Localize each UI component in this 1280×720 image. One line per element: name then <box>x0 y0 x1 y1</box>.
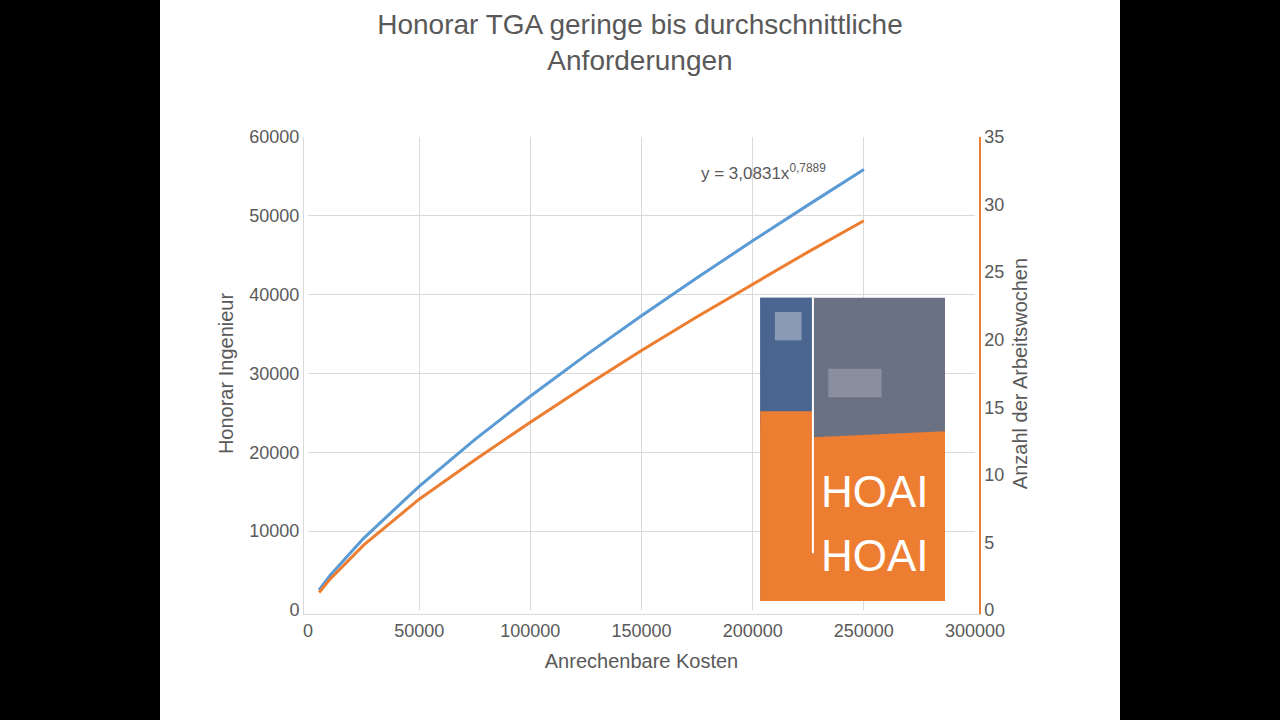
svg-text:300000: 300000 <box>945 621 1005 641</box>
svg-text:25: 25 <box>984 262 1004 282</box>
svg-text:y = 3,0831x​0,7889​: y = 3,0831x​0,7889​ <box>701 161 826 183</box>
svg-text:0: 0 <box>289 600 299 620</box>
svg-text:40000: 40000 <box>249 285 299 305</box>
svg-text:15: 15 <box>984 398 1004 418</box>
svg-text:10: 10 <box>984 465 1004 485</box>
svg-text:Honorar Ingenieur: Honorar Ingenieur <box>215 293 237 455</box>
svg-text:60000: 60000 <box>249 127 299 147</box>
svg-text:50000: 50000 <box>394 621 444 641</box>
svg-text:Anzahl der Arbeitswochen: Anzahl der Arbeitswochen <box>1009 258 1031 489</box>
svg-text:100000: 100000 <box>500 621 560 641</box>
svg-text:0: 0 <box>984 600 994 620</box>
svg-text:30: 30 <box>984 195 1004 215</box>
svg-text:20: 20 <box>984 330 1004 350</box>
svg-text:20000: 20000 <box>249 443 299 463</box>
svg-text:HOAI: HOAI <box>821 467 929 516</box>
svg-text:Anrechenbare Kosten: Anrechenbare Kosten <box>545 650 738 672</box>
svg-text:200000: 200000 <box>723 621 783 641</box>
svg-text:Honorar TGA geringe bis durchs: Honorar TGA geringe bis durchschnittlich… <box>377 9 903 76</box>
svg-text:250000: 250000 <box>834 621 894 641</box>
svg-text:0: 0 <box>303 621 313 641</box>
svg-text:10000: 10000 <box>249 521 299 541</box>
svg-text:50000: 50000 <box>249 206 299 226</box>
svg-text:35: 35 <box>984 127 1004 147</box>
svg-text:30000: 30000 <box>249 364 299 384</box>
svg-text:HOAI: HOAI <box>821 531 929 580</box>
svg-text:5: 5 <box>984 533 994 553</box>
svg-text:150000: 150000 <box>611 621 671 641</box>
